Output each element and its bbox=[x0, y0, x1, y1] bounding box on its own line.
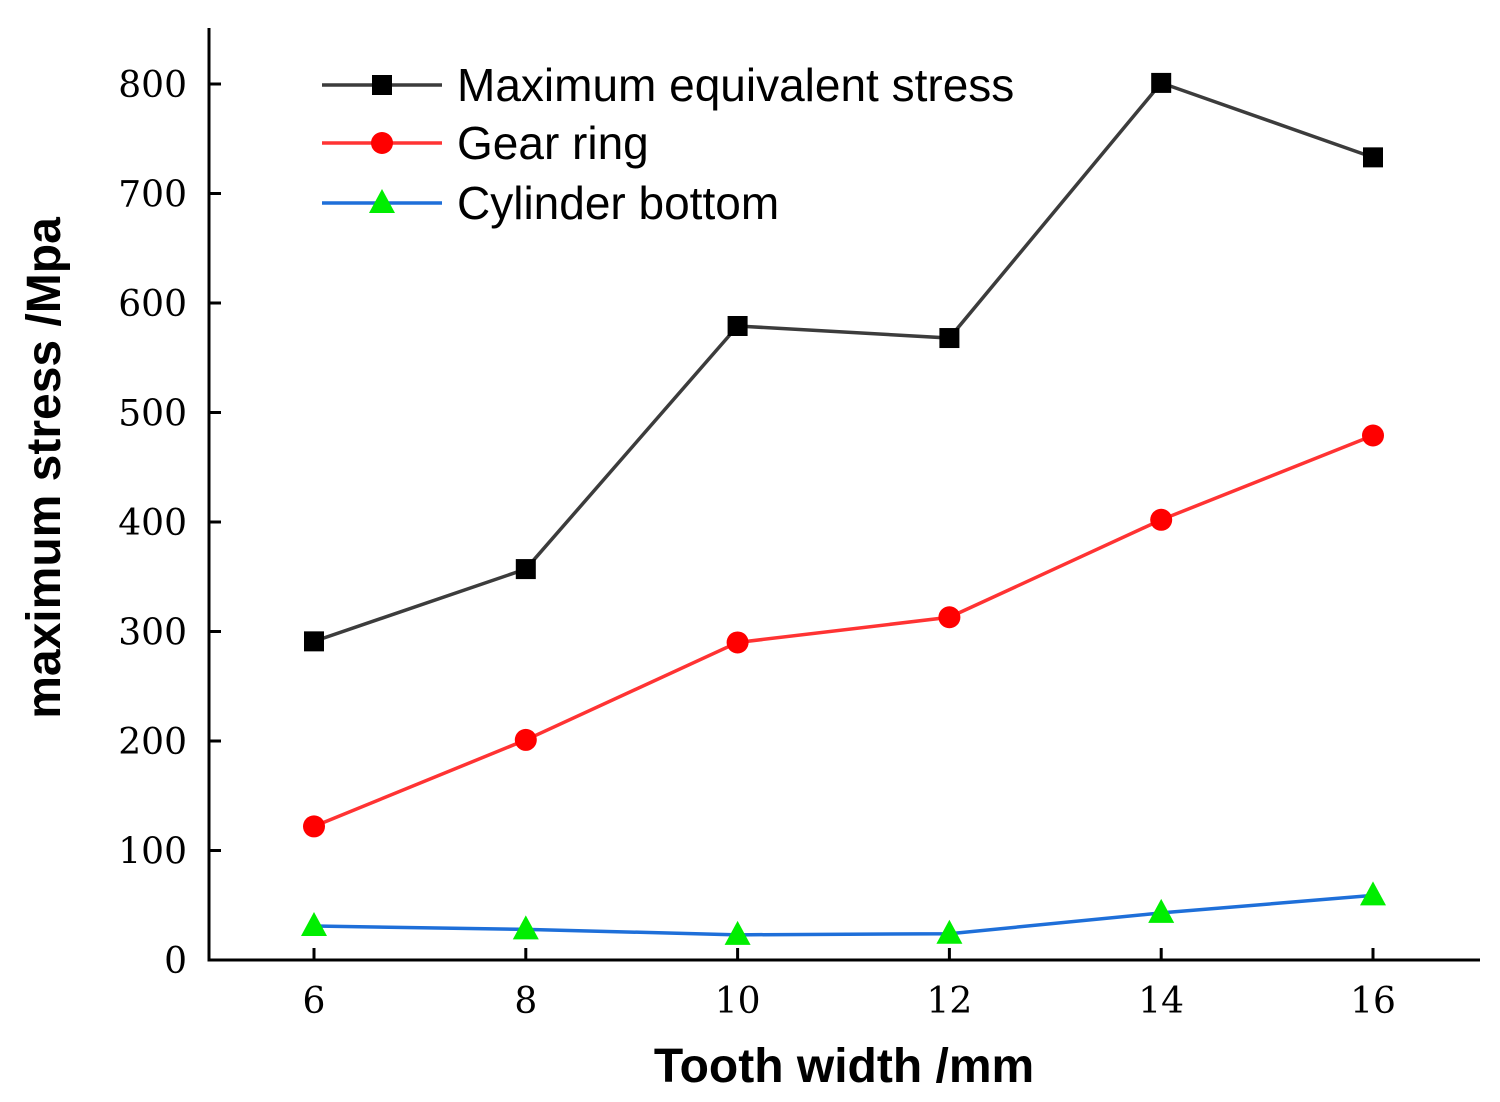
y-axis-title: maximum stress /Mpa bbox=[18, 217, 71, 719]
x-tick-label: 6 bbox=[303, 981, 326, 1022]
x-tick-label: 12 bbox=[926, 981, 972, 1022]
series-line bbox=[313, 80, 1374, 644]
data-point bbox=[1151, 72, 1172, 93]
legend-item: Cylinder bottom bbox=[322, 177, 779, 229]
series-1 bbox=[304, 72, 1383, 652]
x-tick-label: 16 bbox=[1350, 981, 1396, 1022]
y-tick-label: 400 bbox=[118, 503, 187, 544]
data-point bbox=[936, 919, 963, 944]
data-point bbox=[303, 815, 325, 838]
series-3 bbox=[301, 881, 1386, 945]
legend-label: Cylinder bottom bbox=[457, 177, 779, 229]
legend-label: Maximum equivalent stress bbox=[457, 59, 1014, 111]
series-line bbox=[313, 893, 1374, 937]
data-point bbox=[1362, 424, 1384, 447]
legend-marker bbox=[372, 75, 392, 95]
series-layer bbox=[301, 72, 1386, 945]
data-point bbox=[724, 920, 751, 945]
data-point bbox=[304, 631, 324, 652]
y-tick-label: 500 bbox=[118, 394, 187, 435]
data-point bbox=[1150, 508, 1173, 531]
y-tick-label: 800 bbox=[118, 65, 187, 106]
x-tick-label: 8 bbox=[514, 981, 537, 1022]
legend-marker bbox=[369, 189, 395, 213]
data-point bbox=[515, 559, 536, 580]
data-point bbox=[301, 912, 327, 937]
x-tick-label: 14 bbox=[1138, 981, 1184, 1022]
data-point bbox=[939, 328, 960, 349]
data-point bbox=[1363, 147, 1383, 168]
data-point bbox=[726, 631, 749, 654]
legend: Maximum equivalent stress Gear ring Cylind… bbox=[322, 59, 1014, 229]
y-tick-label: 700 bbox=[118, 175, 187, 216]
data-point bbox=[938, 606, 961, 629]
y-tick-label: 300 bbox=[118, 613, 187, 654]
data-point bbox=[1360, 881, 1386, 906]
legend-item: Maximum equivalent stress bbox=[322, 59, 1014, 111]
series-2 bbox=[303, 424, 1384, 838]
y-tick-label: 600 bbox=[118, 284, 187, 325]
y-tick-label: 0 bbox=[164, 941, 187, 982]
y-tick-label: 100 bbox=[118, 832, 187, 873]
axes: 0 100 200 300 400 500 600 700 800 6 8 10 12 14 16 bbox=[118, 28, 1480, 1022]
y-tick-label: 200 bbox=[118, 722, 187, 763]
data-point bbox=[512, 915, 539, 940]
legend-marker bbox=[371, 132, 393, 154]
legend-label: Gear ring bbox=[457, 117, 649, 169]
series-line bbox=[313, 433, 1374, 829]
legend-item: Gear ring bbox=[322, 117, 649, 169]
x-tick-label: 10 bbox=[715, 981, 761, 1022]
data-point bbox=[1148, 898, 1175, 923]
data-point bbox=[514, 728, 537, 751]
x-axis-title: Tooth width /mm bbox=[654, 1040, 1034, 1093]
data-point bbox=[727, 315, 748, 336]
